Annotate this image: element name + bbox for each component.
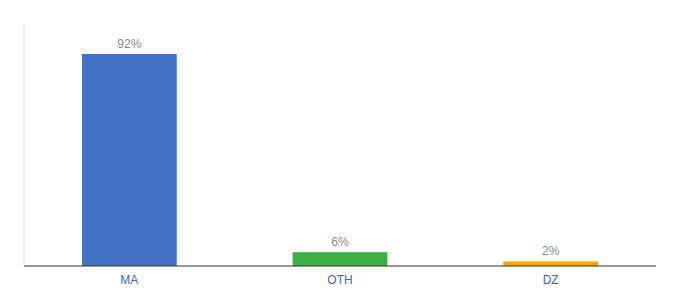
data-label: 92% bbox=[117, 37, 141, 51]
y-axis-line bbox=[24, 24, 25, 266]
data-label: 2% bbox=[542, 244, 560, 258]
chart-container: MA OTH DZ 92% 6% 2% bbox=[0, 0, 680, 300]
x-tick-label: DZ bbox=[543, 273, 559, 287]
page: {"chart_data": {"type": "bar", "categori… bbox=[0, 0, 680, 300]
data-label: 6% bbox=[331, 235, 349, 249]
x-tick-label: OTH bbox=[327, 273, 352, 287]
x-tick-labels: MA OTH DZ bbox=[120, 273, 558, 287]
data-labels: 92% 6% 2% bbox=[117, 37, 559, 258]
bar bbox=[503, 261, 598, 266]
bars bbox=[82, 54, 598, 266]
bar bbox=[82, 54, 177, 266]
x-axis-line bbox=[24, 266, 656, 267]
bar bbox=[293, 252, 388, 266]
chart-svg: MA OTH DZ 92% 6% 2% bbox=[0, 0, 680, 300]
x-tick-label: MA bbox=[120, 273, 138, 287]
